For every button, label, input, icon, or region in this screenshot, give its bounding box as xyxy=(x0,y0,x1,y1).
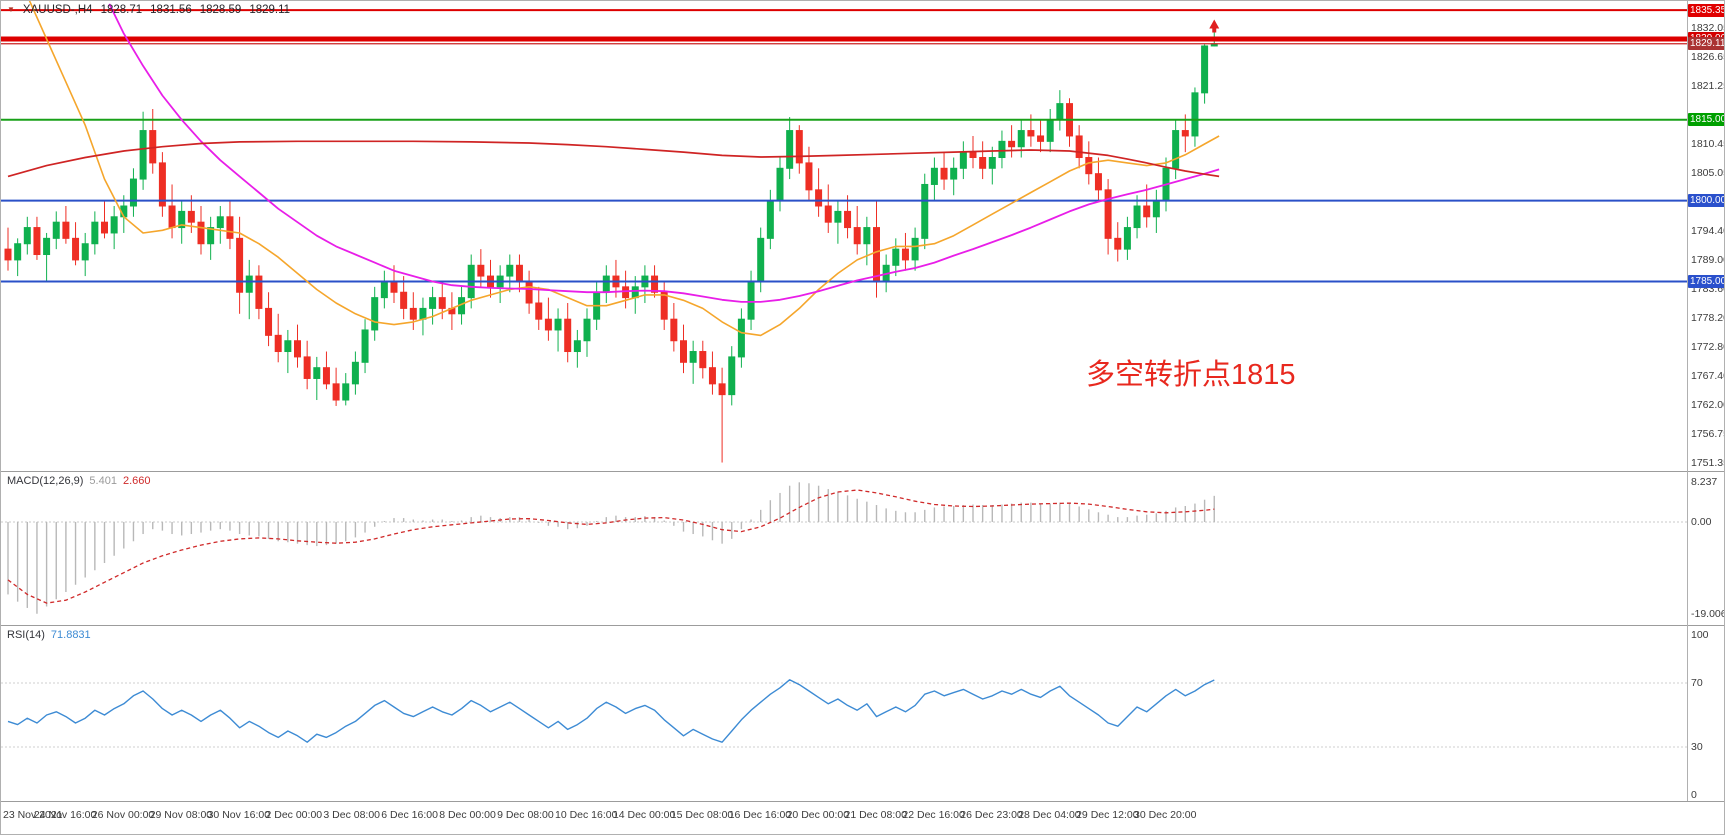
time-axis-label: 23 Nov 2021 xyxy=(3,809,63,821)
time-axis-label: 24 Nov 16:00 xyxy=(33,809,97,821)
time-axis-label: 2 Dec 00:00 xyxy=(265,809,323,821)
rsi-axis-label: 100 xyxy=(1691,629,1709,641)
time-axis-label: 26 Nov 00:00 xyxy=(91,809,155,821)
macd-main-value: 5.401 xyxy=(89,475,117,487)
time-axis-label: 28 Dec 04:00 xyxy=(1018,809,1081,821)
rsi-value: 71.8831 xyxy=(50,629,91,641)
rsi-axis-label: 0 xyxy=(1691,789,1697,801)
symbol-icon: ▼ xyxy=(7,5,15,14)
chart-title: ▼ XAUUSD-,H4 1828.71 1831.56 1828.59 182… xyxy=(7,4,290,16)
time-axis-label: 8 Dec 00:00 xyxy=(439,809,496,821)
price-axis[interactable]: 1832.05 1826.65 1821.25 1810.45 1805.05 1794.… xyxy=(1687,1,1725,802)
time-axis-label: 20 Dec 00:00 xyxy=(786,809,850,821)
time-axis-label: 3 Dec 08:00 xyxy=(323,809,381,821)
macd-axis-label: 8.237 xyxy=(1691,476,1718,489)
symbol-period-label: XAUUSD-,H4 xyxy=(22,4,93,16)
price-axis-label: 1772.80 xyxy=(1691,341,1724,354)
time-axis-label: 14 Dec 00:00 xyxy=(612,809,676,821)
time-axis-label: 26 Dec 23:00 xyxy=(960,809,1023,821)
time-axis-label: 9 Dec 08:00 xyxy=(497,809,554,821)
time-axis-label: 22 Dec 16:00 xyxy=(902,809,965,821)
time-axis-label: 30 Nov 16:00 xyxy=(207,809,271,821)
rsi-name: RSI(14) xyxy=(7,629,45,641)
price-axis-label: 1778.20 xyxy=(1691,312,1724,325)
price-axis-label: 1762.00 xyxy=(1691,399,1724,412)
price-axis-label: 1767.40 xyxy=(1691,370,1724,383)
time-axis-label: 29 Nov 08:00 xyxy=(149,809,213,821)
time-axis-label: 16 Dec 16:00 xyxy=(728,809,792,821)
price-axis-label: 1805.05 xyxy=(1691,167,1724,180)
ohlc-high: 1831.56 xyxy=(150,4,192,16)
price-axis-label: 1832.05 xyxy=(1691,21,1724,34)
time-axis-label: 6 Dec 16:00 xyxy=(381,809,438,821)
time-axis-label: 15 Dec 08:00 xyxy=(670,809,734,821)
time-axis-label: 29 Dec 12:00 xyxy=(1076,809,1139,821)
rsi-axis-label: 30 xyxy=(1691,741,1703,753)
price-axis-label: 1794.40 xyxy=(1691,224,1724,237)
price-axis-label: 1756.75 xyxy=(1691,427,1724,440)
price-axis-label: 1826.65 xyxy=(1691,51,1724,63)
time-axis-label: 10 Dec 16:00 xyxy=(555,809,618,821)
price-tag: 1829.11 xyxy=(1688,37,1724,51)
price-tag: 1835.35 xyxy=(1688,3,1724,17)
macd-axis-label: -19.006 xyxy=(1691,607,1725,620)
price-axis-label: 1810.45 xyxy=(1691,138,1724,151)
macd-name: MACD(12,26,9) xyxy=(7,475,84,487)
price-tag: 1785.00 xyxy=(1688,274,1724,288)
time-axis[interactable]: 23 Nov 2021 24 Nov 16:00 26 Nov 00:00 29 No… xyxy=(1,803,1687,834)
price-tag: 1815.00 xyxy=(1688,113,1724,127)
macd-signal-value: 2.660 xyxy=(122,475,151,487)
rsi-axis-label: 70 xyxy=(1691,677,1703,689)
price-axis-label: 1789.00 xyxy=(1691,253,1724,266)
time-axis-label: 21 Dec 08:00 xyxy=(844,809,907,821)
chart-annotation: 多空转折点1815 xyxy=(1086,359,1296,391)
ohlc-low: 1828.59 xyxy=(199,4,242,16)
price-axis-label: 1821.25 xyxy=(1691,80,1724,93)
price-tag: 1800.00 xyxy=(1688,194,1724,208)
ohlc-open: 1828.71 xyxy=(100,4,143,16)
rsi-indicator-label: RSI(14) 71.8831 xyxy=(7,629,91,641)
ohlc-close: 1829.11 xyxy=(249,4,291,16)
macd-indicator-label: MACD(12,26,9) 5.401 2.660 xyxy=(7,475,150,487)
macd-axis-label: 0.00 xyxy=(1691,515,1712,528)
time-axis-label: 30 Dec 20:00 xyxy=(1134,809,1197,821)
price-axis-label: 1751.35 xyxy=(1691,456,1724,469)
